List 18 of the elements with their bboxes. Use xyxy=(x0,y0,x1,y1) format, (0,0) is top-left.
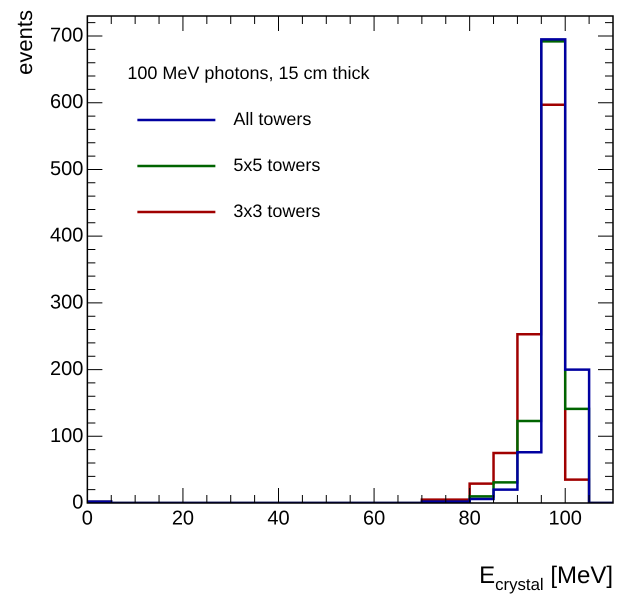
y-tick-label: 600 xyxy=(50,91,84,114)
x-tick-label: 40 xyxy=(267,508,290,530)
y-tick-label: 500 xyxy=(50,158,84,180)
legend-label: 5x5 towers xyxy=(233,154,320,175)
y-tick-label: 100 xyxy=(50,424,84,447)
y-tick-label: 300 xyxy=(50,291,84,314)
y-tick-label: 200 xyxy=(50,358,84,380)
y-tick-label: 400 xyxy=(50,224,84,247)
x-tick-label: 80 xyxy=(458,508,481,530)
y-tick-label: 0 xyxy=(72,492,84,514)
y-axis-title: events xyxy=(12,10,37,75)
y-tick-label: 700 xyxy=(50,24,84,47)
x-tick-label: 60 xyxy=(362,508,386,530)
legend-label: All towers xyxy=(233,108,312,129)
legend-label: 3x3 towers xyxy=(233,200,320,221)
x-tick-label: 20 xyxy=(172,508,194,530)
x-tick-label: 100 xyxy=(548,508,582,530)
legend-title: 100 MeV photons, 15 cm thick xyxy=(127,62,370,83)
